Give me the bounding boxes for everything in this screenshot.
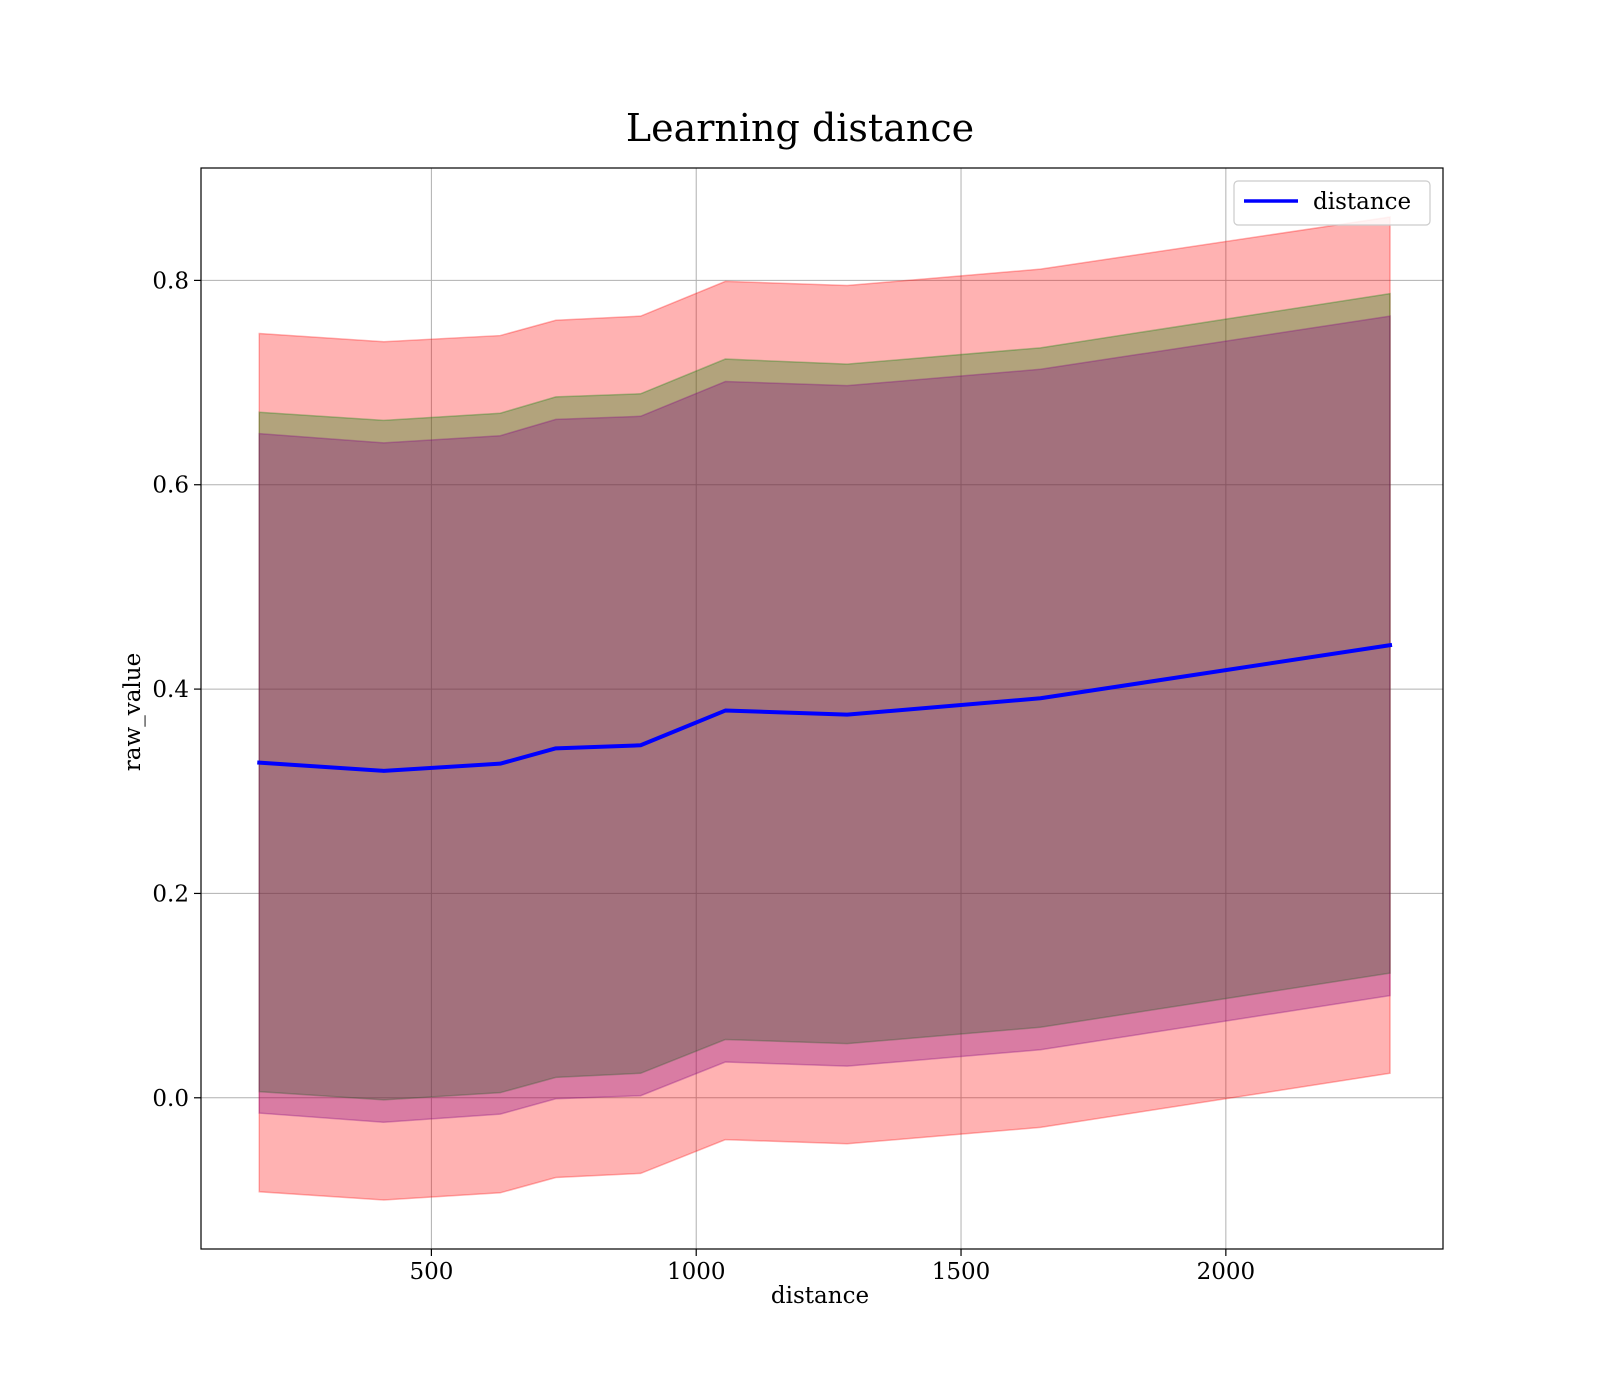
series-line-distance: [257, 642, 1393, 773]
x-axis: 500 1000 1500 2000: [409, 1249, 1255, 1285]
x-tick-label: 1000: [667, 1259, 726, 1285]
x-tick-label: 2000: [1197, 1259, 1256, 1285]
x-tick-label: 500: [409, 1259, 453, 1285]
y-axis-label: raw_value: [120, 653, 146, 771]
legend-box: [1233, 180, 1431, 226]
y-tick-label: 0.8: [152, 268, 189, 294]
grid: [201, 168, 1443, 1249]
confidence-band-1: [258, 216, 1391, 1201]
plot-area: [200, 167, 1444, 1250]
series-lines: [257, 642, 1393, 773]
chart-title: Learning distance: [626, 106, 974, 150]
axes-frame: [200, 167, 1444, 1250]
legend-label-distance: distance: [1313, 189, 1411, 215]
confidence-bands: [258, 216, 1391, 1201]
x-axis-label: distance: [771, 1283, 869, 1309]
y-tick-label: 0.2: [152, 881, 189, 907]
y-tick-label: 0.0: [152, 1086, 189, 1112]
y-tick-label: 0.4: [152, 677, 189, 703]
confidence-band-3: [258, 315, 1391, 1124]
confidence-band-2: [258, 292, 1391, 1101]
legend: distance: [1233, 180, 1431, 226]
x-tick-label: 1500: [932, 1259, 991, 1285]
y-axis: 0.0 0.2 0.4 0.6 0.8: [152, 268, 201, 1112]
y-tick-label: 0.6: [152, 473, 189, 499]
axes-background: [201, 168, 1443, 1249]
